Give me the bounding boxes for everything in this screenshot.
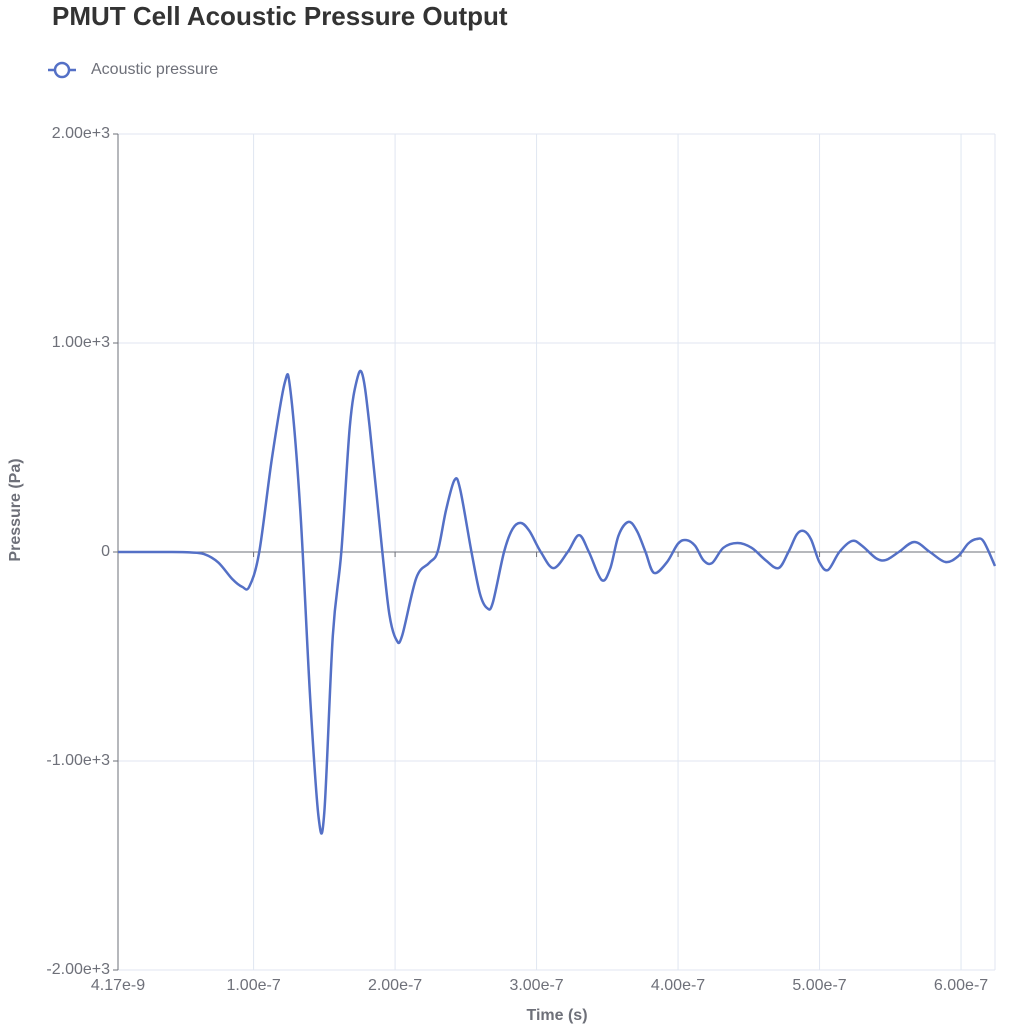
y-tick-label: -2.00e+3 xyxy=(46,961,110,978)
chart-title: PMUT Cell Acoustic Pressure Output xyxy=(52,1,508,31)
x-tick-label: 5.00e-7 xyxy=(792,977,846,994)
y-tick-label: 1.00e+3 xyxy=(52,334,110,351)
x-axis-title: Time (s) xyxy=(526,1007,587,1024)
x-tick-label: 3.00e-7 xyxy=(509,977,563,994)
y-tick-label: -1.00e+3 xyxy=(46,752,110,769)
x-tick-label: 1.00e-7 xyxy=(226,977,280,994)
legend-label: Acoustic pressure xyxy=(91,61,218,78)
x-tick-label: 4.17e-9 xyxy=(91,977,145,994)
line-series xyxy=(118,369,997,835)
y-axis-title: Pressure (Pa) xyxy=(7,458,24,561)
x-tick-label: 6.00e-7 xyxy=(934,977,988,994)
legend-marker xyxy=(53,61,71,79)
x-tick-label: 4.00e-7 xyxy=(651,977,705,994)
x-tick-label: 2.00e-7 xyxy=(368,977,422,994)
y-tick-label: 0 xyxy=(101,543,110,560)
y-tick-label: 2.00e+3 xyxy=(52,125,110,142)
